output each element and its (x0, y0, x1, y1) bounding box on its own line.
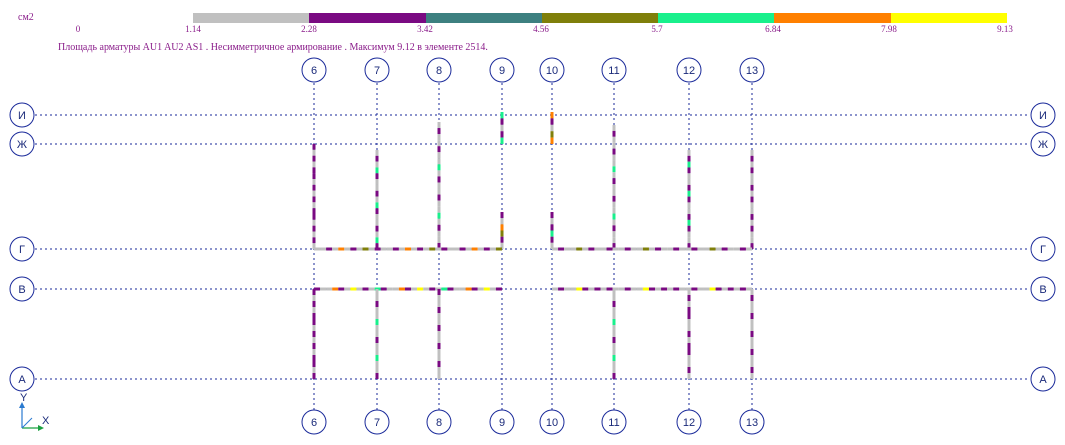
axis-marker-right[interactable]: Г (1030, 236, 1056, 262)
axis-marker-left[interactable]: И (9, 102, 35, 128)
grid-lines (35, 83, 1030, 410)
axis-marker-top[interactable]: 11 (601, 57, 627, 83)
legend-color-bar (193, 13, 1007, 23)
axis-marker-label: 8 (436, 417, 442, 429)
legend-swatch (425, 13, 542, 23)
axis-marker-bottom[interactable]: 9 (489, 409, 515, 435)
legend-swatch (309, 13, 426, 23)
axis-marker-left[interactable]: Ж (9, 131, 35, 157)
legend-swatch (890, 13, 1007, 23)
axis-marker-top[interactable]: 10 (539, 57, 565, 83)
axis-marker-label: 7 (374, 417, 380, 429)
axis-marker-right[interactable]: Ж (1030, 131, 1056, 157)
legend-tick: 7.98 (881, 24, 897, 34)
axis-marker-bottom[interactable]: 10 (539, 409, 565, 435)
axis-marker-right[interactable]: И (1030, 102, 1056, 128)
axis-marker-label: 6 (311, 65, 317, 77)
axis-marker-top[interactable]: 7 (364, 57, 390, 83)
axis-marker-label: В (18, 284, 25, 296)
axis-marker-bottom[interactable]: 12 (676, 409, 702, 435)
axis-marker-label: 6 (311, 417, 317, 429)
result-caption: Площадь арматуры AU1 AU2 AS1 . Несимметр… (58, 42, 488, 53)
axis-marker-top[interactable]: 13 (739, 57, 765, 83)
axis-marker-label: 9 (499, 65, 505, 77)
axis-marker-label: 13 (746, 417, 758, 429)
axis-marker-bottom[interactable]: 6 (301, 409, 327, 435)
axis-marker-label: 10 (546, 65, 558, 77)
axis-marker-left[interactable]: А (9, 366, 35, 392)
axis-marker-top[interactable]: 6 (301, 57, 327, 83)
legend-swatch (193, 13, 310, 23)
axis-marker-label: А (1039, 374, 1047, 386)
legend-tick: 3.42 (417, 24, 433, 34)
axis-marker-label: Ж (1038, 139, 1048, 151)
axis-marker-label: 11 (608, 417, 619, 429)
legend-tick: 5.7 (651, 24, 663, 34)
legend-tick: 6.84 (765, 24, 781, 34)
axis-marker-bottom[interactable]: 11 (601, 409, 627, 435)
coordinate-system-icon: Y X (19, 392, 50, 431)
legend-tick: 9.13 (997, 24, 1013, 34)
legend-swatch (658, 13, 775, 23)
axis-marker-label: В (1039, 284, 1046, 296)
legend-tick: 1.14 (185, 24, 201, 34)
axis-marker-label: Г (19, 244, 25, 256)
axis-marker-label: Г (1040, 244, 1046, 256)
axis-marker-bottom[interactable]: 8 (426, 409, 452, 435)
axis-marker-left[interactable]: В (9, 276, 35, 302)
axis-marker-label: И (18, 110, 26, 122)
axis-marker-right[interactable]: А (1030, 366, 1056, 392)
axis-marker-label: И (1039, 110, 1047, 122)
axis-marker-right[interactable]: В (1030, 276, 1056, 302)
axis-marker-top[interactable]: 8 (426, 57, 452, 83)
legend-swatch (541, 13, 659, 23)
y-axis-label: Y (20, 392, 28, 404)
axis-marker-label: 9 (499, 417, 505, 429)
axis-marker-label: 7 (374, 65, 380, 77)
legend-tick: 4.56 (533, 24, 549, 34)
axis-marker-label: Ж (17, 139, 27, 151)
reinforcement-members (312, 112, 754, 379)
axis-markers: 6 6 7 7 8 8 9 9 10 10 11 11 12 12 13 13 И И Ж Ж Г Г В В А А (9, 57, 1056, 435)
axis-marker-top[interactable]: 9 (489, 57, 515, 83)
legend-tick: 0 (75, 24, 81, 34)
axis-marker-bottom[interactable]: 7 (364, 409, 390, 435)
axis-marker-top[interactable]: 12 (676, 57, 702, 83)
axis-marker-label: 8 (436, 65, 442, 77)
axis-marker-label: 11 (608, 65, 619, 77)
axis-marker-label: 13 (746, 65, 758, 77)
legend-swatch (774, 13, 891, 23)
axis-marker-label: 12 (683, 65, 695, 77)
legend-tick: 2.28 (301, 24, 317, 34)
axis-marker-label: 10 (546, 417, 558, 429)
axis-marker-left[interactable]: Г (9, 236, 35, 262)
axis-marker-label: 12 (683, 417, 695, 429)
legend-unit: см2 (18, 12, 34, 23)
axis-marker-bottom[interactable]: 13 (739, 409, 765, 435)
axis-marker-label: А (18, 374, 26, 386)
x-axis-label: X (42, 415, 50, 427)
